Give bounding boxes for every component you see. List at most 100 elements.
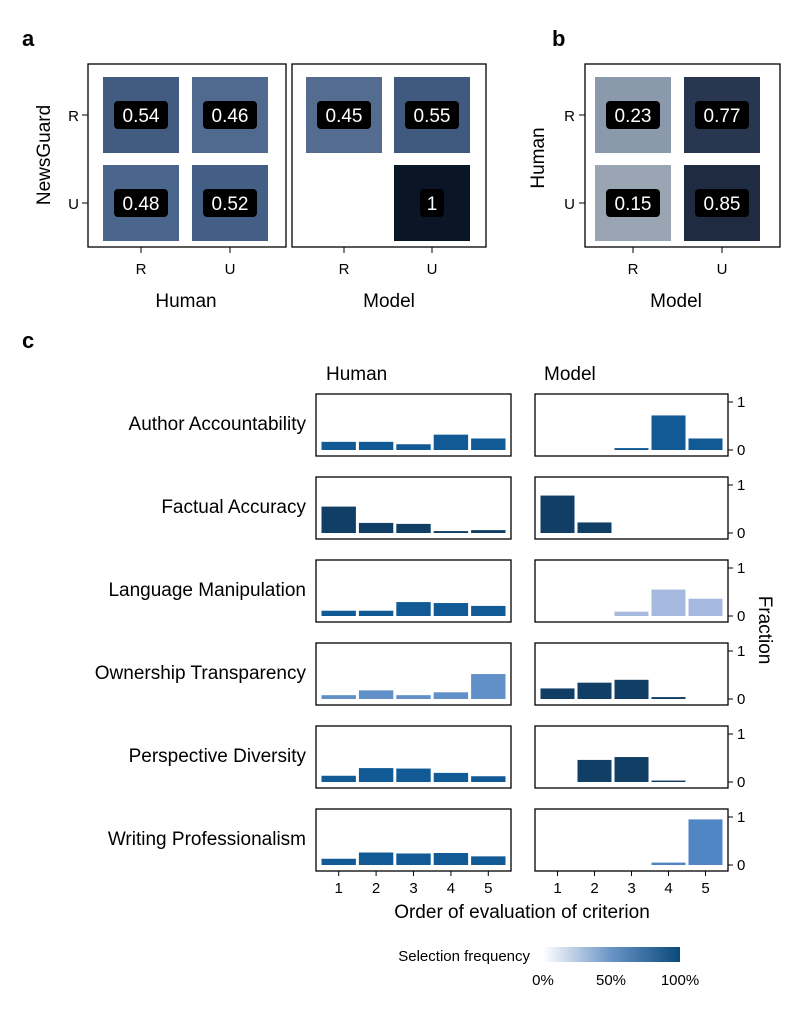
bar [471,438,506,450]
bar [358,610,394,616]
heatmap-cell-label: 0.52 [212,194,249,215]
criterion-label: Factual Accuracy [161,497,306,518]
bar [321,610,356,616]
column-title-model: Model [544,364,596,385]
x-tick-label: 2 [372,880,380,897]
x-tick-label: 5 [484,880,492,897]
y-tick-label: 0 [737,608,745,625]
criterion-row: Perspective Diversity 1 0 [129,725,745,791]
x-tick-label: 3 [409,880,417,897]
heatmap-cell-label: 0.45 [326,106,363,127]
color-legend: Selection frequency 0% 50% 100% [398,947,699,989]
y-axis-title: NewsGuard [34,105,55,205]
heatmap-cell-label-bg [317,101,371,129]
heatmap-cell-label: 0.23 [615,106,652,127]
heatmap-cells: 0.54 0.46 0.48 0.52 [103,77,268,241]
y-tick-label: 0 [737,691,745,708]
bar [614,611,649,616]
bar [433,772,469,782]
y-tick-label: U [68,196,79,213]
bar-panel-frame [534,393,729,457]
bar [396,523,431,533]
bar [614,679,649,699]
y-tick-label: R [564,108,575,125]
legend-colorbar [543,947,680,962]
column-title-human: Human [326,364,387,385]
y-tick-label: 1 [737,809,745,826]
bar [396,444,431,450]
x-tick-label: 1 [553,880,561,897]
bar [433,531,469,533]
criterion-row: Author Accountability 1 0 [129,393,745,459]
panel-label-a: a [22,26,35,51]
bar-panel-frame [315,725,512,789]
bar [471,530,506,533]
legend-tick-label: 50% [596,972,626,989]
heatmap-cell-label: 0.54 [123,106,160,127]
bar [321,858,356,865]
x-tick-label: U [717,261,728,278]
x-axis-title: Model [650,291,702,312]
bar [471,856,506,865]
heatmap-cells: 0.23 0.77 0.15 0.85 [595,77,760,241]
criterion-label: Author Accountability [129,414,307,435]
criterion-row: Writing Professionalism 1 0 1 2 3 4 5 1 2 3 4 5 [108,808,745,897]
bar [433,853,469,865]
x-tick-label: 4 [447,880,455,897]
heatmap-cell-label-bg [695,101,749,129]
criterion-label: Writing Professionalism [108,829,306,850]
y-tick-label: U [564,196,575,213]
bar [321,506,356,533]
bar [577,759,612,782]
bar [540,688,575,699]
y-tick-label: 1 [737,643,745,660]
heatmap-cell-label-bg [405,101,459,129]
bar [433,692,469,699]
heatmap-cells: 0.45 0.55 1 [306,77,470,241]
x-axis-title: Order of evaluation of criterion [394,902,650,923]
bar [396,853,431,865]
x-tick-label: 3 [627,880,635,897]
bar [471,776,506,782]
heatmap-cell-label: 0.46 [212,106,249,127]
bar-panel-frame [534,642,729,706]
bar-panel-frame [534,559,729,623]
heatmap-human-vs-model: 0.23 0.77 0.15 0.85 R U R U Model Human [528,63,781,312]
bar [321,695,356,699]
criterion-label: Language Manipulation [108,580,306,601]
heatmap-cell-label: 0.77 [704,106,741,127]
x-tick-label: 2 [590,880,598,897]
bar [540,495,575,533]
bar-panel-frame [534,476,729,540]
bar [358,522,394,533]
bar [651,862,686,865]
bar [688,819,723,865]
y-tick-label: R [68,108,79,125]
bar [396,602,431,616]
heatmap-cell-label-bg [606,101,660,129]
bar [577,522,612,533]
heatmap-cell-label-bg [203,101,257,129]
heatmap-cell-label: 0.15 [615,194,652,215]
bar [651,589,686,616]
panel-label-b: b [552,26,565,51]
legend-tick-label: 100% [661,972,699,989]
heatmap-cell-label-bg [420,189,444,217]
bar [358,690,394,699]
bar [651,415,686,450]
criterion-row: Ownership Transparency 1 0 [95,642,745,708]
bar-panel-frame [534,725,729,789]
legend-title: Selection frequency [398,948,530,965]
heatmap-cell-label: 0.48 [123,194,160,215]
bar [396,695,431,699]
y-axis-title: Human [528,127,549,188]
bar [651,697,686,699]
y-tick-label: 1 [737,560,745,577]
bar-panel-frame [315,476,512,540]
heatmap-cell-label-bg [114,189,168,217]
heatmap-cell-label: 1 [427,194,438,215]
bar [321,441,356,450]
bar [577,682,612,699]
x-axis-title: Model [363,291,415,312]
x-tick-label: 1 [335,880,343,897]
